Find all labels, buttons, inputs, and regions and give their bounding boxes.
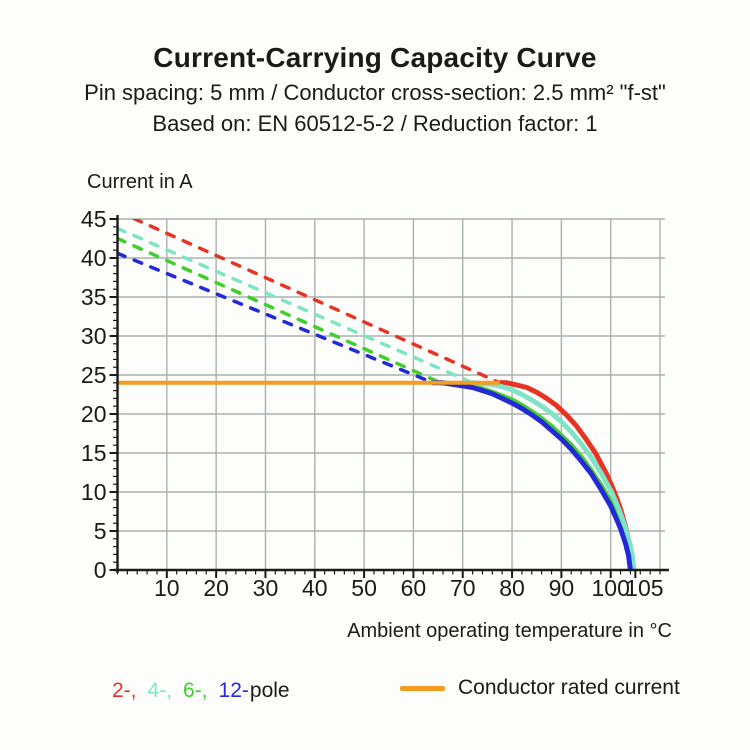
x-axis-title: Ambient operating temperature in °C xyxy=(347,620,672,642)
y-tick-label: 15 xyxy=(81,440,107,466)
legend-token: pole xyxy=(249,679,290,702)
x-tick-label: 105 xyxy=(625,575,663,601)
solid-curve-4-pole xyxy=(470,380,637,570)
axis-ticks xyxy=(109,218,661,578)
x-tick-label: 80 xyxy=(499,575,525,601)
y-tick-labels: 0 5 10 15 20 25 30 35 40 45 xyxy=(81,206,107,583)
grid xyxy=(117,218,665,570)
y-tick-label: 20 xyxy=(81,401,107,427)
y-tick-label: 35 xyxy=(81,284,107,310)
rated-current-label: Conductor rated current xyxy=(458,676,680,699)
legend-token: 12- xyxy=(218,679,249,702)
y-tick-label: 40 xyxy=(81,245,107,271)
x-tick-label: 90 xyxy=(549,575,575,601)
solid-derating-curves xyxy=(430,380,637,570)
x-tick-label: 20 xyxy=(203,575,229,601)
y-tick-label: 30 xyxy=(81,323,107,349)
y-tick-label: 0 xyxy=(94,557,107,583)
dashed-line-6-pole xyxy=(117,236,443,385)
dashed-derating-lines xyxy=(117,219,502,385)
dashed-line-4-pole xyxy=(117,226,475,385)
chart-subtitle-standard: Based on: EN 60512-5-2 / Reduction facto… xyxy=(152,111,598,136)
rated-current-line-swatch xyxy=(400,685,445,691)
legend-token: 4-, xyxy=(147,679,173,702)
y-tick-label: 5 xyxy=(94,518,107,544)
y-tick-label: 25 xyxy=(81,362,107,388)
axes xyxy=(113,215,669,573)
legend-token: 6-, xyxy=(183,679,208,702)
x-tick-label: 30 xyxy=(253,575,279,601)
chart-subtitle-specs: Pin spacing: 5 mm / Conductor cross-sect… xyxy=(84,80,666,105)
x-tick-label: 100 xyxy=(592,575,630,601)
solid-curve-2-pole xyxy=(497,380,636,570)
legend-token: 2-, xyxy=(112,679,137,702)
legend-rated-current: Conductor rated current xyxy=(400,676,680,700)
x-tick-label: 70 xyxy=(450,575,476,601)
x-tick-label: 10 xyxy=(154,575,180,601)
legend-pole-labels: 2-, 4-, 6-, 12-pole xyxy=(112,679,301,703)
x-tick-label: 60 xyxy=(401,575,427,601)
dashed-line-12-pole xyxy=(117,251,435,385)
x-tick-label: 50 xyxy=(351,575,377,601)
solid-curve-12-pole xyxy=(430,380,633,570)
y-axis-title: Current in A xyxy=(87,171,193,193)
x-tick-label: 40 xyxy=(302,575,328,601)
y-tick-label: 45 xyxy=(81,206,107,232)
chart-title: Current-Carrying Capacity Curve xyxy=(153,42,597,73)
y-tick-label: 10 xyxy=(81,479,107,505)
dashed-line-2-pole xyxy=(130,219,502,385)
